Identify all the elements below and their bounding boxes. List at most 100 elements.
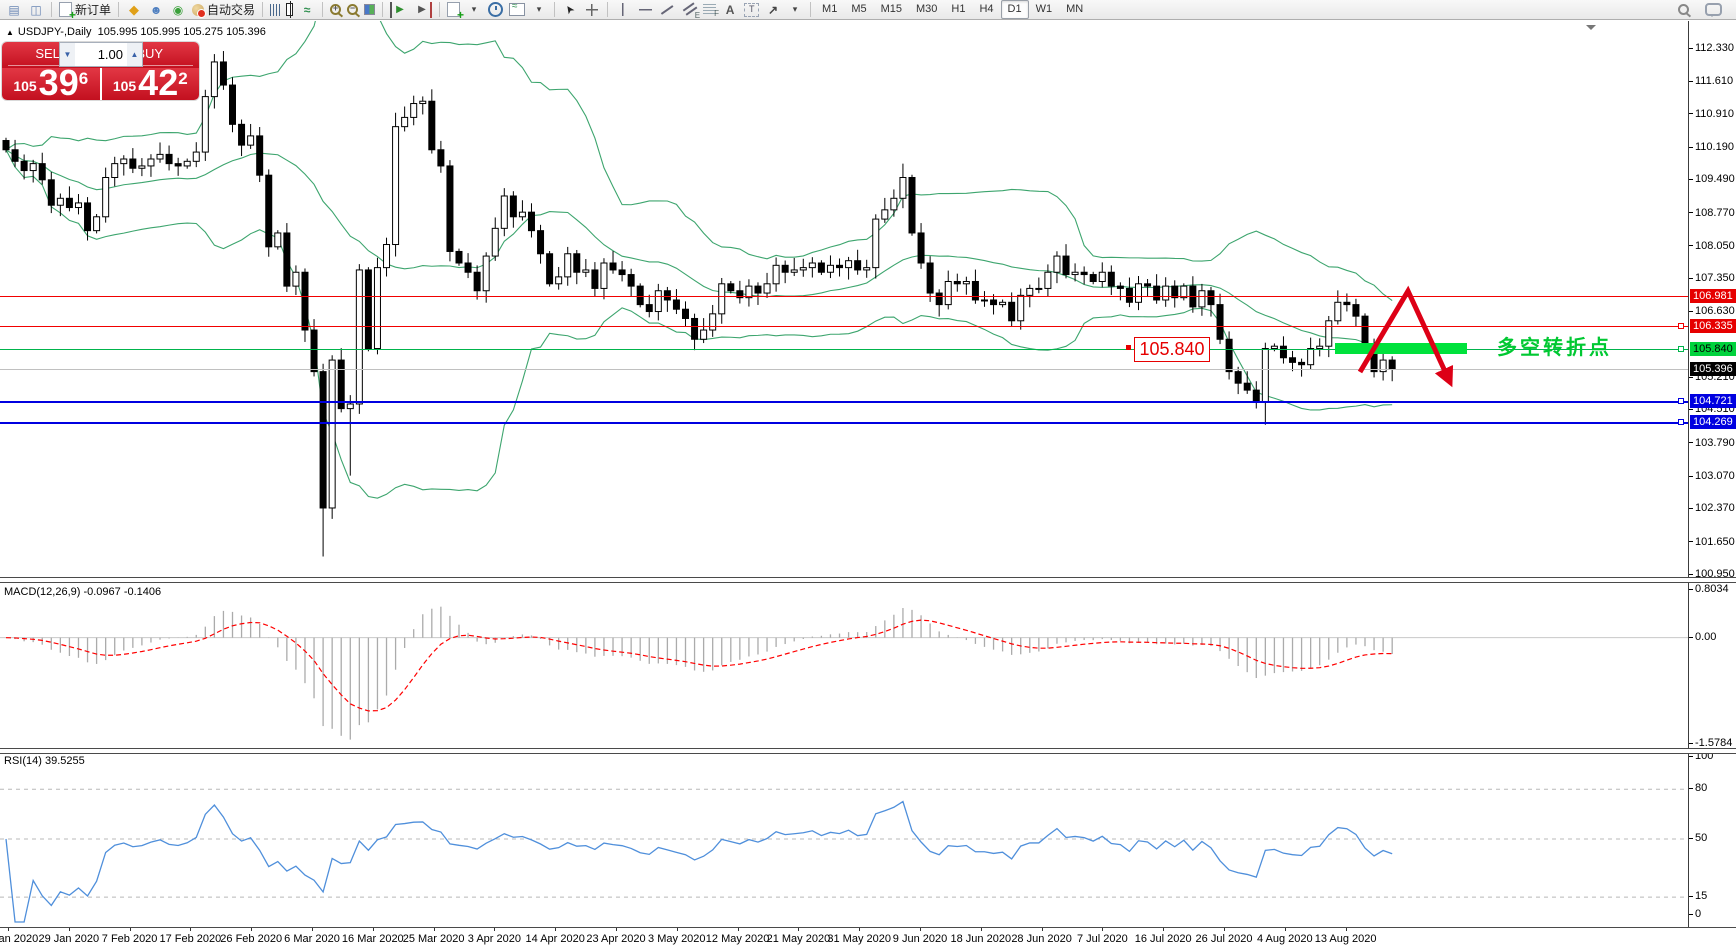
volume-down-button[interactable]: ▼ — [60, 43, 75, 66]
volume-value[interactable]: 1.00 — [97, 47, 123, 62]
equidistant-channel-tool-icon: E — [681, 2, 700, 20]
new-template-button[interactable] — [444, 1, 464, 22]
crosshair-tool[interactable] — [581, 1, 603, 19]
toolbar-separator — [382, 2, 384, 17]
rsi-axis-label: 15 — [1689, 890, 1707, 902]
toolbar: 新订单 自动交易 +− EF M1 M5 M15 M30 H1 H4 D1 W1 MN — [0, 0, 1736, 22]
price-tick: 103.790 — [1689, 437, 1735, 449]
hline-support-104721-handle[interactable] — [1678, 398, 1684, 404]
rsi-axis-label: 0 — [1689, 908, 1701, 920]
auto-scroll-button[interactable] — [387, 1, 411, 19]
bar-chart-button[interactable] — [267, 1, 283, 19]
collapse-arrow-icon[interactable]: ▲ — [6, 28, 14, 37]
new-template-icon — [447, 2, 464, 22]
timeframe-h1-button[interactable]: H1 — [951, 3, 966, 15]
date-tick — [1041, 928, 1043, 931]
date-tick — [859, 928, 861, 931]
autotrading-button[interactable]: 自动交易 — [189, 1, 258, 19]
macd-axis-label: -1.5784 — [1689, 737, 1732, 749]
search-icon — [1678, 4, 1689, 15]
hline-resistance-106335[interactable] — [0, 326, 1688, 327]
toolbar-separator — [554, 2, 556, 17]
timeframe-m30-button[interactable]: M30 — [916, 3, 938, 15]
text-label-tool[interactable] — [741, 1, 762, 19]
new-order-button[interactable]: 新订单 — [56, 1, 114, 22]
indicators-button[interactable] — [506, 1, 528, 19]
price-tick: 108.770 — [1689, 207, 1735, 219]
crosshair-tool-icon — [584, 1, 601, 18]
date-tick — [1102, 928, 1104, 931]
buy-price[interactable]: 105 42 2 — [101, 65, 199, 100]
price-scale[interactable]: 112.330 111.610 110.910 110.190 109.490 108.7… — [1688, 21, 1736, 928]
chat-button[interactable] — [1702, 1, 1725, 19]
chat-icon — [1705, 3, 1722, 17]
pivot-line-handle[interactable] — [1126, 345, 1131, 350]
date-tick — [190, 928, 192, 931]
tile-windows-button[interactable] — [361, 1, 378, 19]
timeframe-d1-button[interactable]: D1 — [1000, 0, 1029, 19]
buy-button[interactable]: BUY — [106, 42, 193, 66]
rsi-label: RSI(14) 39.5255 — [4, 755, 85, 767]
toolbar-separator — [322, 2, 324, 17]
timeframe-m5-button[interactable]: M5 — [851, 3, 867, 15]
rsi-axis-label: 50 — [1689, 832, 1707, 844]
date-label: 3 May 2020 — [648, 933, 706, 945]
date-label: 13 Aug 2020 — [1314, 933, 1377, 945]
vertical-line-tool[interactable] — [612, 1, 634, 19]
turning-point-text[interactable]: 多空转折点 — [1497, 337, 1612, 359]
date-tick — [1284, 928, 1286, 931]
macd-label: MACD(12,26,9) -0.0967 -0.1406 — [4, 586, 162, 598]
rsi-pane-divider[interactable] — [0, 748, 1736, 754]
hline-resistance-106335-handle[interactable] — [1678, 323, 1684, 329]
equidistant-channel-tool[interactable]: E — [678, 1, 700, 20]
pivot-price-label[interactable]: 105.840 — [1134, 337, 1210, 362]
date-tick — [494, 928, 496, 931]
price-tick: 102.370 — [1689, 502, 1735, 514]
price-tick: 111.610 — [1689, 75, 1733, 87]
hline-support-104721[interactable] — [0, 401, 1688, 403]
sell-price[interactable]: 105 39 6 — [2, 65, 100, 100]
hline-resistance-106981[interactable] — [0, 296, 1688, 297]
timeframe-mn-button[interactable]: MN — [1066, 3, 1084, 15]
hline-pivot-105840[interactable] — [0, 349, 1688, 350]
toolbar-separator — [118, 2, 120, 17]
macd-axis-label: 0.00 — [1689, 631, 1716, 643]
candlestick-chart-button[interactable] — [283, 1, 296, 19]
date-label: 20 Jan 2020 — [0, 933, 39, 945]
volume-up-button[interactable]: ▲ — [127, 43, 142, 66]
timeframe-m1-button[interactable]: M1 — [822, 3, 838, 15]
date-label: 29 Jan 2020 — [38, 933, 100, 945]
date-label: 6 Mar 2020 — [284, 933, 340, 945]
chart-shift-icon — [414, 1, 433, 18]
period-button[interactable] — [485, 1, 506, 19]
fibonacci-tool[interactable]: F — [700, 1, 719, 19]
horizontal-line-tool[interactable] — [634, 1, 656, 19]
date-tick — [129, 928, 131, 931]
hline-support-104269[interactable] — [0, 422, 1688, 424]
timeframe-h4-button[interactable]: H4 — [979, 3, 994, 15]
timeframe-m15-button[interactable]: M15 — [880, 3, 902, 15]
chart-shift-marker-icon[interactable] — [1586, 25, 1596, 35]
chart-shift-button[interactable] — [411, 1, 435, 19]
date-tick — [8, 928, 9, 931]
hline-support-104269-handle[interactable] — [1678, 419, 1684, 425]
date-label: 26 Jul 2020 — [1195, 933, 1253, 945]
macd-pane-divider[interactable] — [0, 577, 1736, 583]
turning-point-bar[interactable] — [1335, 343, 1467, 354]
zoom-in-button[interactable]: + — [327, 1, 344, 19]
date-tick — [737, 928, 739, 931]
zoom-out-button[interactable]: − — [344, 1, 361, 19]
price-tick: 107.350 — [1689, 272, 1735, 284]
timeframe-w1-button[interactable]: W1 — [1035, 3, 1053, 15]
date-label: 7 Feb 2020 — [101, 933, 158, 945]
toolbar-separator — [810, 2, 812, 17]
price-tick: 108.050 — [1689, 240, 1735, 252]
bid-price-line[interactable] — [0, 369, 1688, 370]
candlestick-chart-icon — [286, 1, 294, 18]
search-button[interactable] — [1675, 1, 1692, 19]
hline-pivot-105840-handle[interactable] — [1678, 346, 1684, 352]
volume-spinbox[interactable]: ▼ 1.00 ▲ — [59, 42, 143, 67]
